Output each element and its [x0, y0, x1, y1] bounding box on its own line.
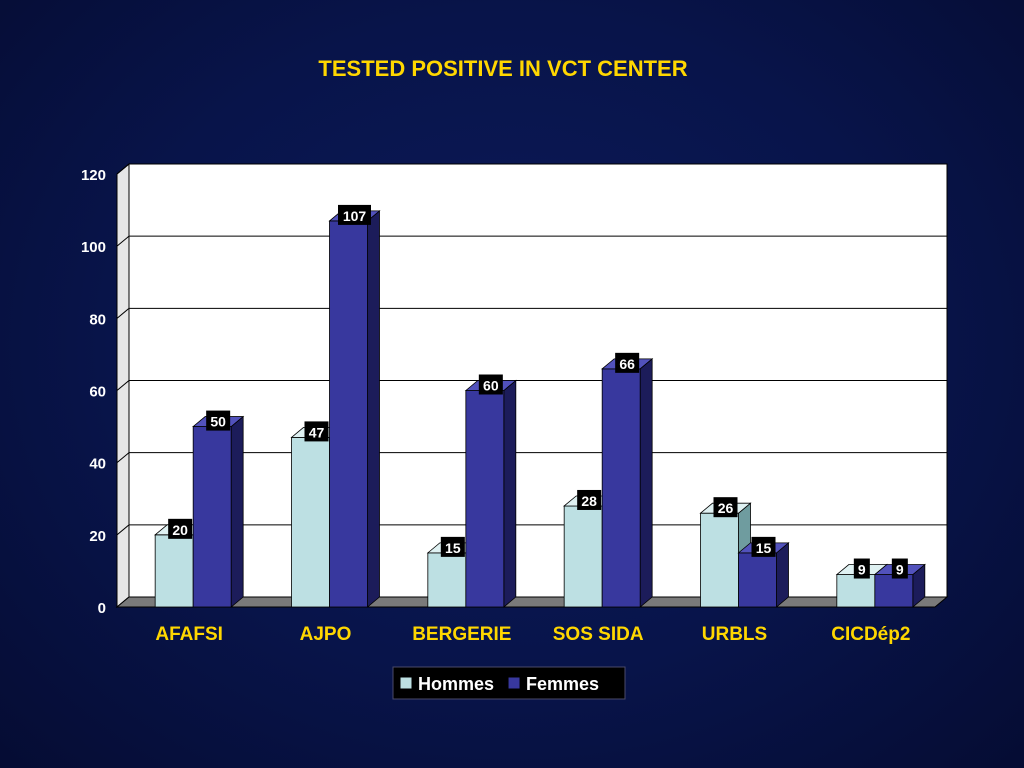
y-tick-label: 60: [89, 384, 106, 401]
y-tick-label: 0: [98, 600, 106, 617]
data-labels-group: 20 50 AFAFSI 47 107 AJPO 15 60 BERGERIE 28 66 SOS S…: [155, 204, 910, 645]
data-label-box: [615, 352, 640, 373]
data-label-text: 26: [718, 500, 734, 516]
bars-group: [154, 210, 926, 608]
data-label: 28: [577, 489, 602, 510]
y-tick-label: 80: [89, 311, 106, 328]
bar-front: [601, 368, 641, 608]
data-label: 26: [713, 497, 738, 518]
legend-label: Femmes: [526, 674, 599, 694]
y-tick-label: 100: [81, 239, 106, 256]
data-label: 9: [853, 558, 870, 579]
bar-side: [230, 415, 244, 608]
y-tick-label: 20: [89, 528, 106, 545]
data-label-box: [891, 558, 908, 579]
bar-front: [700, 512, 739, 608]
data-label-box: [713, 497, 738, 518]
bar-front: [836, 574, 876, 608]
data-label-text: 15: [445, 540, 461, 556]
bar-side: [639, 357, 653, 608]
bar: [601, 357, 654, 608]
bar-side: [367, 210, 380, 608]
data-label-box: [440, 536, 465, 557]
x-tick-label: SOS SIDA: [553, 624, 644, 645]
data-label-box: [478, 374, 503, 395]
data-label-text: 50: [210, 414, 226, 430]
data-label-text: 9: [858, 562, 866, 578]
legend-item: Hommes: [399, 674, 494, 694]
data-label: 15: [440, 536, 465, 557]
bar: [873, 563, 926, 608]
bar: [328, 210, 381, 608]
data-label-text: 60: [483, 378, 499, 394]
data-label-box: [577, 489, 602, 510]
data-label: 15: [751, 536, 776, 557]
data-label: 60: [478, 374, 503, 395]
data-label: 9: [891, 558, 908, 579]
bar-side: [503, 379, 517, 608]
data-label-text: 47: [309, 424, 325, 440]
bar: [464, 379, 517, 608]
legend-item: Femmes: [507, 674, 599, 694]
bar-front: [738, 552, 777, 608]
bar-front: [329, 220, 368, 608]
x-tick-label: URBLS: [702, 624, 767, 645]
bar-front: [563, 505, 603, 608]
data-label-box: [168, 518, 193, 539]
x-tick-label: BERGERIE: [412, 624, 511, 645]
y-tick-label: 40: [89, 456, 106, 473]
x-tick-label: AJPO: [300, 624, 352, 645]
gridline-side: [116, 524, 130, 536]
data-label: 107: [338, 204, 371, 225]
data-label-box: [206, 410, 231, 431]
gridline-side: [116, 307, 130, 319]
bar-front: [427, 552, 467, 608]
data-label: 50: [206, 410, 231, 431]
data-label-box: [304, 421, 329, 442]
data-label: 20: [168, 518, 193, 539]
data-label-text: 15: [756, 540, 772, 556]
data-label-text: 66: [619, 356, 635, 372]
data-label-text: 107: [343, 208, 367, 224]
legend-swatch: [507, 676, 521, 690]
data-label-box: [751, 536, 776, 557]
bar-front: [465, 390, 505, 608]
bar: [737, 542, 790, 608]
data-label-box: [338, 204, 371, 225]
legend: Hommes Femmes: [392, 666, 626, 700]
data-label: 47: [304, 421, 329, 442]
data-label: 66: [615, 352, 640, 373]
gridline-side: [116, 163, 130, 175]
data-label-text: 9: [896, 562, 904, 578]
data-label-text: 20: [172, 522, 188, 538]
data-label-text: 28: [581, 493, 597, 509]
bar-side: [776, 542, 789, 608]
x-tick-label: AFAFSI: [155, 624, 223, 645]
x-tick-label: CICDép2: [831, 624, 910, 645]
y-tick-label: 120: [81, 167, 106, 184]
gridline-side: [116, 380, 130, 391]
chart-title: TESTED POSITIVE IN VCT CENTER: [318, 56, 687, 81]
bar-front: [291, 437, 330, 608]
legend-swatch: [399, 676, 413, 690]
data-label-box: [853, 558, 870, 579]
gridline-side: [116, 452, 130, 464]
bar-front: [192, 426, 232, 608]
legend-label: Hommes: [418, 674, 494, 694]
bar: [192, 415, 245, 608]
gridline-side: [116, 235, 130, 247]
bar-front: [874, 574, 914, 608]
bar-front: [154, 534, 194, 608]
